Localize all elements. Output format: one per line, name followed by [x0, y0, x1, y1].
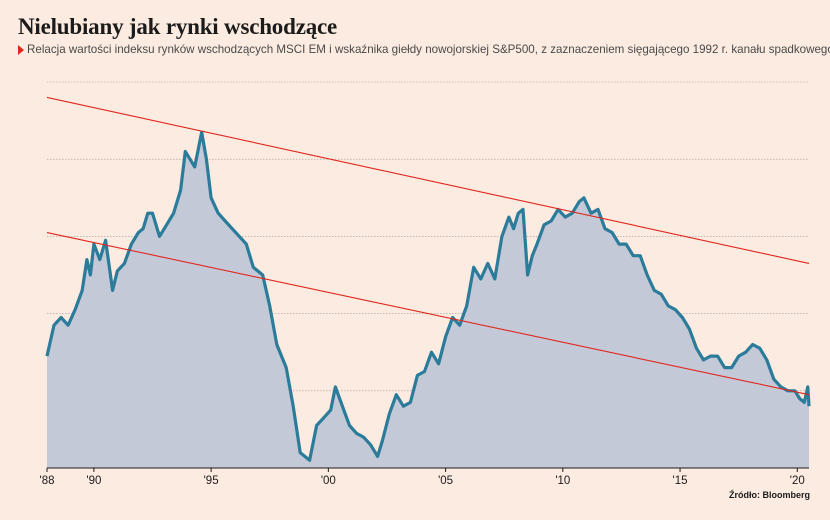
triangle-marker-icon [18, 44, 24, 55]
trend-line-lower [46, 232, 810, 396]
source-note: Źródło: Bloomberg [729, 490, 810, 500]
trend-lines [46, 96, 810, 396]
x-tick-label: '10 [555, 475, 570, 487]
chart-title: Nielubiany jak rynki wschodzące [18, 14, 338, 39]
x-axis: '88 '90 '95 '00 '05 '10 '15 '20 [40, 467, 809, 487]
x-tick-label: '05 [438, 475, 453, 487]
x-tick-label: '00 [321, 475, 336, 487]
trend-line-upper [46, 96, 810, 264]
chart-subtitle: Relacja wartości indeksu rynków wschodzą… [18, 43, 830, 56]
series-area-fill [47, 132, 809, 468]
x-tick-label: '20 [790, 475, 805, 487]
x-tick-label: '90 [86, 475, 101, 487]
chart-subtitle-text: Relacja wartości indeksu rynków wschodzą… [27, 43, 830, 56]
x-tick-label: '95 [204, 475, 219, 487]
series-line [45, 130, 811, 462]
x-tick-label: '88 [40, 475, 55, 487]
x-tick-label: '15 [673, 475, 688, 487]
